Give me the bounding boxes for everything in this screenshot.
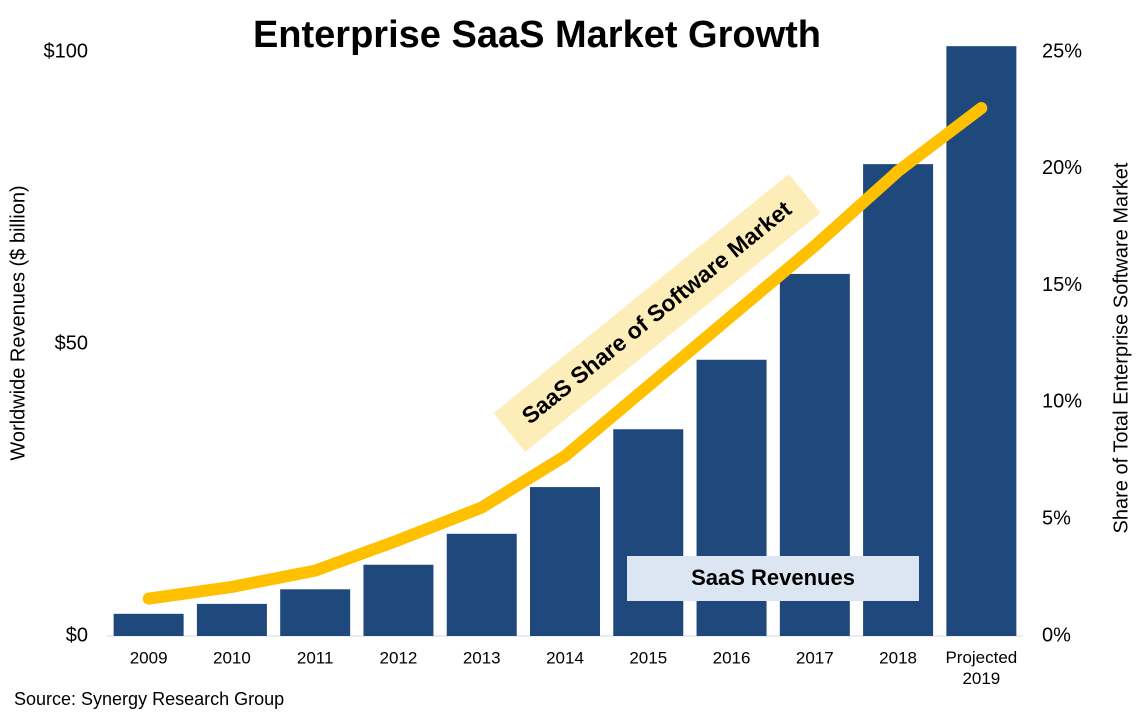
y-axis-title: Worldwide Revenues ($ billion) [7, 185, 29, 460]
y-tick-label: $50 [55, 332, 88, 354]
x-tick-label: 2012 [380, 648, 418, 667]
bar [613, 429, 684, 636]
line-series [142, 102, 988, 605]
series-label-box [493, 174, 821, 452]
y2-tick-label: 0% [1042, 624, 1071, 646]
bar [280, 589, 351, 636]
x-tick-label: 2013 [463, 648, 501, 667]
x-tick-label: Projected 2019 [945, 648, 1017, 688]
x-tick-label: 2016 [713, 648, 751, 667]
bar [196, 603, 267, 636]
x-tick-label: 2015 [629, 648, 667, 667]
x-tick-label: 2011 [297, 648, 334, 667]
x-tick-label: 2018 [879, 648, 917, 667]
y2-tick-label: 25% [1042, 40, 1082, 62]
x-tick-label: 2014 [546, 648, 584, 667]
bar [530, 487, 600, 636]
series-label-group: SaaS Share of Software Market [493, 174, 821, 452]
y2-tick-label: 15% [1042, 274, 1082, 296]
y2-tick-label: 10% [1042, 391, 1082, 413]
source-note: Source: Synergy Research Group [14, 689, 284, 709]
y-tick-label: $100 [44, 40, 89, 62]
x-tick-label: 2010 [213, 648, 251, 667]
chart-title: Enterprise SaaS Market Growth [253, 14, 821, 56]
series-label-box [627, 556, 919, 601]
y-tick-label: $0 [66, 624, 88, 646]
x-tick-label: 2017 [796, 648, 834, 667]
y2-tick-label: 20% [1042, 157, 1082, 179]
y2-axis-title: Share of Total Enterprise Software Marke… [1110, 162, 1132, 533]
series-label: SaaS Revenues [691, 565, 855, 590]
y2-tick-label: 5% [1042, 507, 1071, 529]
bar [946, 46, 1017, 637]
x-tick-label: 2009 [130, 648, 168, 667]
bar [363, 564, 434, 636]
bar [446, 533, 517, 636]
bar [113, 613, 184, 636]
